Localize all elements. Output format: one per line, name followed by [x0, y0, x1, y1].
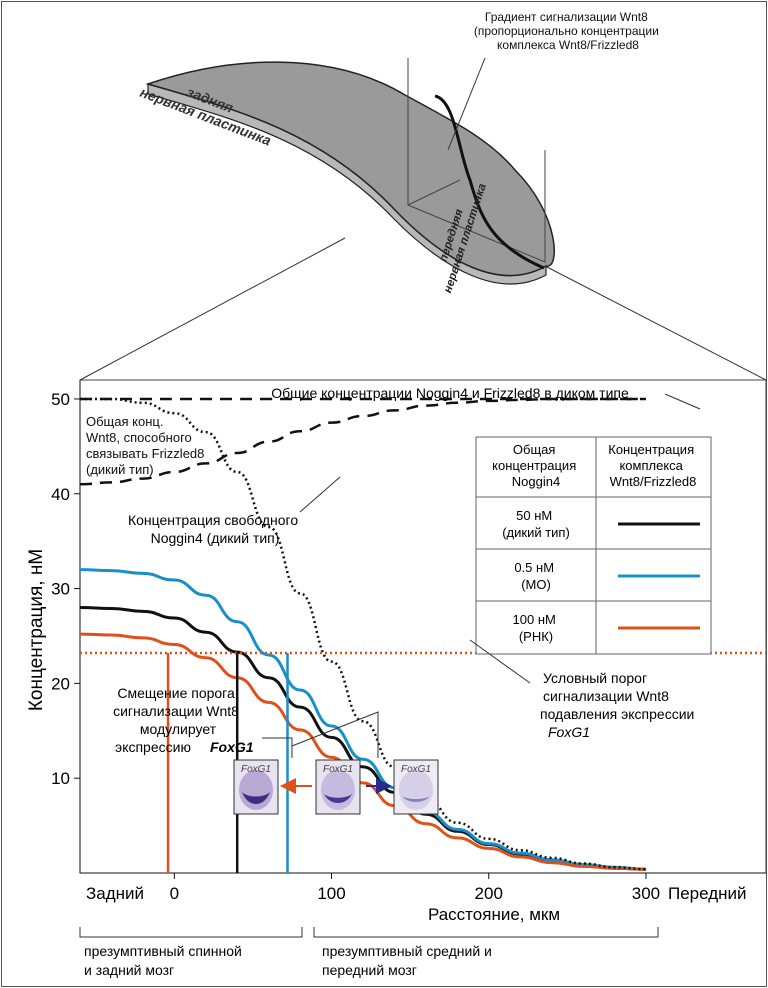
shift-pointer-1	[262, 737, 293, 758]
x-tick-label-0: 0	[170, 884, 179, 903]
region-left-label: презумптивный спинной и задний мозг	[84, 943, 246, 978]
threshold-label: Условный порог сигнализации Wnt8 подавле…	[540, 670, 694, 722]
series-line-1	[79, 568, 646, 871]
x-tick-label-3: 300	[632, 884, 660, 903]
region-bracket-left	[79, 927, 303, 938]
wnt8-gradient-curve	[434, 94, 545, 270]
zoom-line-right	[544, 265, 767, 381]
section-line	[407, 179, 461, 206]
legend-row-rna: 100 нМ (РНК)	[513, 612, 560, 644]
neural-plate-surface	[145, 61, 555, 277]
region-right-label: презумптивный средний и передний мозг	[322, 943, 496, 978]
x-tick-label-2: 200	[475, 884, 503, 903]
legend-header-complex: Концентрация комплекса Wnt8/Frizzled8	[608, 442, 697, 489]
plot-area	[79, 397, 766, 873]
x-axis-label: Расстояние, мкм	[428, 905, 560, 924]
x-axis-left-end: Задний	[86, 884, 144, 903]
gradient-pointer	[447, 57, 486, 151]
neural-plate-3d: задняя нервная пластинка передняя нервна…	[138, 10, 662, 295]
threshold-pointer	[469, 639, 531, 684]
legend-header-noggin: Общая концентрация Noggin4	[492, 442, 580, 489]
free-noggin-label: Концентрация свободного Noggin4 (дикий т…	[128, 512, 302, 546]
y-tick-label-3: 40	[51, 485, 70, 504]
x-tick-labels: 0 100 200 300	[170, 873, 660, 903]
region-bracket-right	[313, 927, 659, 938]
series-line-2	[79, 632, 646, 871]
svg-text:FoxG1: FoxG1	[323, 764, 353, 775]
y-tick-label-2: 30	[51, 580, 70, 599]
total-conc-label: Общие концентрации Noggin4 и Frizzled8 в…	[271, 385, 629, 401]
y-tick-labels: 10 20 30 40 50	[51, 390, 80, 788]
svg-text:FoxG1: FoxG1	[241, 764, 271, 775]
y-tick-label-1: 20	[51, 674, 70, 693]
total-conc-pointer	[664, 393, 701, 410]
y-axis-label: Концентрация, нМ	[26, 549, 47, 711]
free-noggin-pointer	[299, 476, 341, 513]
foxg1-thumbnail-left: FoxG1	[233, 759, 279, 815]
y-tick-label-4: 50	[51, 390, 70, 409]
svg-text:FoxG1: FoxG1	[401, 764, 431, 775]
x-tick-label-1: 100	[317, 884, 345, 903]
wnt8-total-label: Общая конц. Wnt8, способного связывать F…	[86, 414, 208, 477]
shift-label: Смещение порога сигнализации Wnt8 модули…	[113, 685, 243, 737]
legend-row-mo: 0.5 нМ (МО)	[514, 560, 557, 592]
threshold-gene: FoxG1	[548, 724, 590, 740]
legend-row-wt: 50 нМ (дикий тип)	[502, 508, 570, 540]
zoom-line-left	[79, 237, 346, 381]
y-tick-label-0: 10	[51, 769, 70, 788]
foxg1-thumbnail-right: FoxG1	[393, 759, 439, 815]
shift-gene: FoxG1	[210, 739, 254, 755]
x-axis-right-end: Передний	[668, 884, 747, 903]
shift-pointer-2	[291, 711, 379, 758]
vertical-plane	[407, 58, 546, 263]
legend-box	[475, 436, 712, 655]
legend: Общая концентрация Noggin4 Концентрация …	[475, 436, 712, 655]
shift-label-last: экспрессию	[115, 739, 191, 755]
series-line-3	[80, 397, 646, 871]
foxg1-thumbnail-center: FoxG1	[315, 759, 361, 815]
gradient-label: Градиент сигнализации Wnt8 (пропорционал…	[474, 10, 662, 52]
